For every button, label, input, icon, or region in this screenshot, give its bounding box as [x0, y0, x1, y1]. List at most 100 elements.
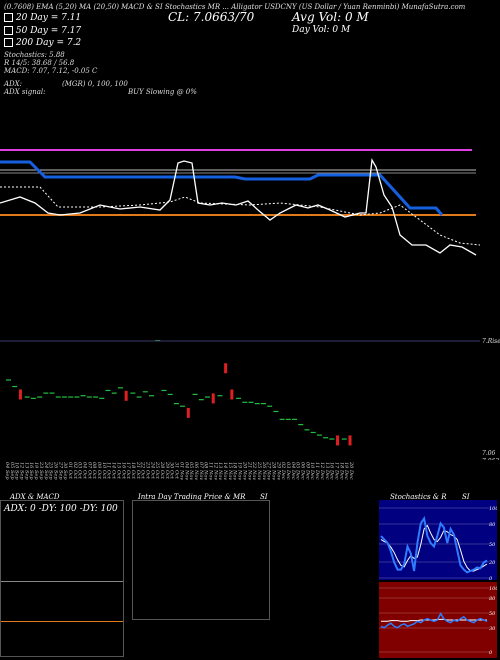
- date-tick-label: 17 Oct: [125, 462, 131, 480]
- date-tick-label: 24 Sep: [43, 461, 49, 480]
- candle: [254, 403, 260, 405]
- price-chart: 7.Rises 7.067.06270: [0, 149, 500, 460]
- candle: [304, 429, 310, 431]
- date-tick-label: 12 Nov: [212, 462, 218, 480]
- date-tick-label: 20 Dec: [348, 461, 354, 480]
- candle: [298, 424, 304, 426]
- ma200-legend: 200 Day = 7.2: [4, 38, 81, 48]
- candle: [260, 403, 266, 405]
- date-tick-label: 11 Nov: [207, 462, 213, 480]
- avg-volume: Avg Vol: 0 M: [292, 10, 369, 24]
- candles: [6, 340, 352, 446]
- candle: [329, 438, 335, 440]
- date-tick-label: 13 Sep: [23, 462, 29, 480]
- date-tick-label: 10 Sep: [14, 462, 20, 480]
- date-tick-label: 18 Oct: [130, 462, 136, 480]
- date-tick-label: 28 Oct: [159, 461, 165, 480]
- stochastics-panel: 100 80 50 20 0 100 80 50 30 0: [379, 500, 497, 658]
- date-tick-label: 11 Dec: [314, 462, 320, 480]
- stoch-tick: 100: [489, 506, 497, 512]
- date-tick-label: 03 Oct: [77, 462, 83, 480]
- candle: [248, 401, 254, 403]
- ma20-legend: 20 Day = 7.11: [4, 13, 81, 23]
- date-tick-label: 05 Sep: [9, 462, 15, 480]
- candle: [192, 393, 198, 396]
- day-volume: Day Vol: 0 M: [292, 25, 351, 35]
- date-tick-label: 08 Nov: [203, 462, 209, 480]
- date-tick-label: 02 Dec: [280, 462, 286, 480]
- date-tick-label: 16 Sep: [28, 462, 34, 480]
- adx-signal-readout: ADX signal:: [4, 88, 46, 96]
- date-tick-label: 04 Sep: [4, 462, 10, 480]
- candle: [142, 391, 148, 393]
- candle: [173, 403, 179, 405]
- date-tick-label: 30 Sep: [62, 462, 68, 480]
- chart-header-line: (0.7608) EMA (5,20) MA (20,50) MACD & SI…: [4, 3, 466, 11]
- buy-signal-readout: BUY Slowing @ 0%: [128, 88, 197, 96]
- candle: [211, 393, 215, 404]
- candle: [273, 410, 279, 413]
- price-label-rises: 7.Rises: [482, 338, 500, 345]
- intra-panel-title: Intra Day Trading Price & MR: [138, 493, 246, 501]
- candle: [105, 389, 111, 392]
- ma200-text: 200 Day = 7.2: [15, 38, 82, 48]
- candle: [316, 434, 322, 436]
- stochastics-readout: Stochastics: 5.88: [4, 51, 65, 59]
- candle: [6, 379, 11, 381]
- candle: [336, 435, 340, 446]
- candle: [186, 407, 190, 418]
- date-tick-label: 14 Nov: [222, 462, 228, 480]
- candle: [24, 396, 30, 398]
- date-tick-label: 20 Nov: [241, 461, 247, 480]
- date-tick-label: 15 Nov: [227, 462, 233, 480]
- rsi-readout: R 14/5: 38.68 / 56.8: [4, 59, 75, 67]
- date-tick-label: 29 Oct: [164, 461, 170, 480]
- rsi-signal-line: [381, 618, 487, 622]
- ma20-swatch: [4, 13, 13, 22]
- adx-divider: [1, 581, 123, 582]
- ma20-text: 20 Day = 7.11: [15, 13, 82, 23]
- date-tick-label: 05 Dec: [295, 462, 301, 480]
- date-tick-label: 02 Oct: [72, 462, 78, 480]
- adx-panel-title: ADX & MACD: [10, 493, 60, 501]
- price-line: [0, 157, 477, 256]
- date-tick-label: 25 Nov: [256, 461, 262, 480]
- date-tick-label: 22 Nov: [251, 461, 257, 480]
- adx-panel: ADX: 0 -DY: 100 -DY: 100: [0, 500, 124, 657]
- date-tick-label: 09 Oct: [96, 462, 102, 480]
- candle: [180, 405, 186, 407]
- date-tick-label: 21 Nov: [246, 461, 252, 480]
- ma50-legend: 50 Day = 7.17: [4, 26, 81, 36]
- date-tick-label: 28 Nov: [270, 461, 276, 480]
- date-tick-label: 13 Nov: [217, 462, 223, 480]
- candle: [43, 392, 49, 394]
- date-tick-label: 18 Dec: [338, 462, 344, 480]
- macd-readout: MACD: 7.07, 7.12, -0.05 C: [4, 67, 98, 75]
- date-tick-label: 14 Oct: [111, 462, 117, 480]
- price-series: [0, 157, 477, 256]
- date-tick-label: 15 Oct: [115, 462, 121, 480]
- intra-day-panel: [132, 500, 270, 620]
- candle: [86, 396, 92, 398]
- rsi-tick: 30: [489, 626, 496, 632]
- candle: [323, 437, 329, 439]
- stoch-signal-line: [380, 524, 488, 572]
- ma50-line: [0, 160, 444, 216]
- date-tick-label: 17 Dec: [333, 462, 339, 480]
- date-tick-label: 24 Oct: [149, 461, 155, 480]
- ma200-swatch: [4, 38, 13, 47]
- stoch-tick: 50: [489, 542, 496, 548]
- date-tick-label: 04 Oct: [82, 462, 88, 480]
- date-tick-label: 10 Dec: [309, 462, 315, 480]
- adx-mgr-readout: (MGR) 0, 100, 100: [62, 80, 128, 88]
- candle: [18, 389, 22, 400]
- date-tick-label: 27 Sep: [57, 461, 63, 480]
- date-tick-label: 01 Nov: [178, 462, 184, 480]
- intra-panel-si: SI: [260, 493, 268, 501]
- date-tick-label: 31 Oct: [174, 462, 180, 480]
- date-tick-label: 29 Nov: [275, 461, 281, 480]
- date-tick-label: 25 Oct: [154, 461, 160, 480]
- candle: [279, 418, 285, 420]
- date-tick-label: 26 Sep: [52, 461, 58, 480]
